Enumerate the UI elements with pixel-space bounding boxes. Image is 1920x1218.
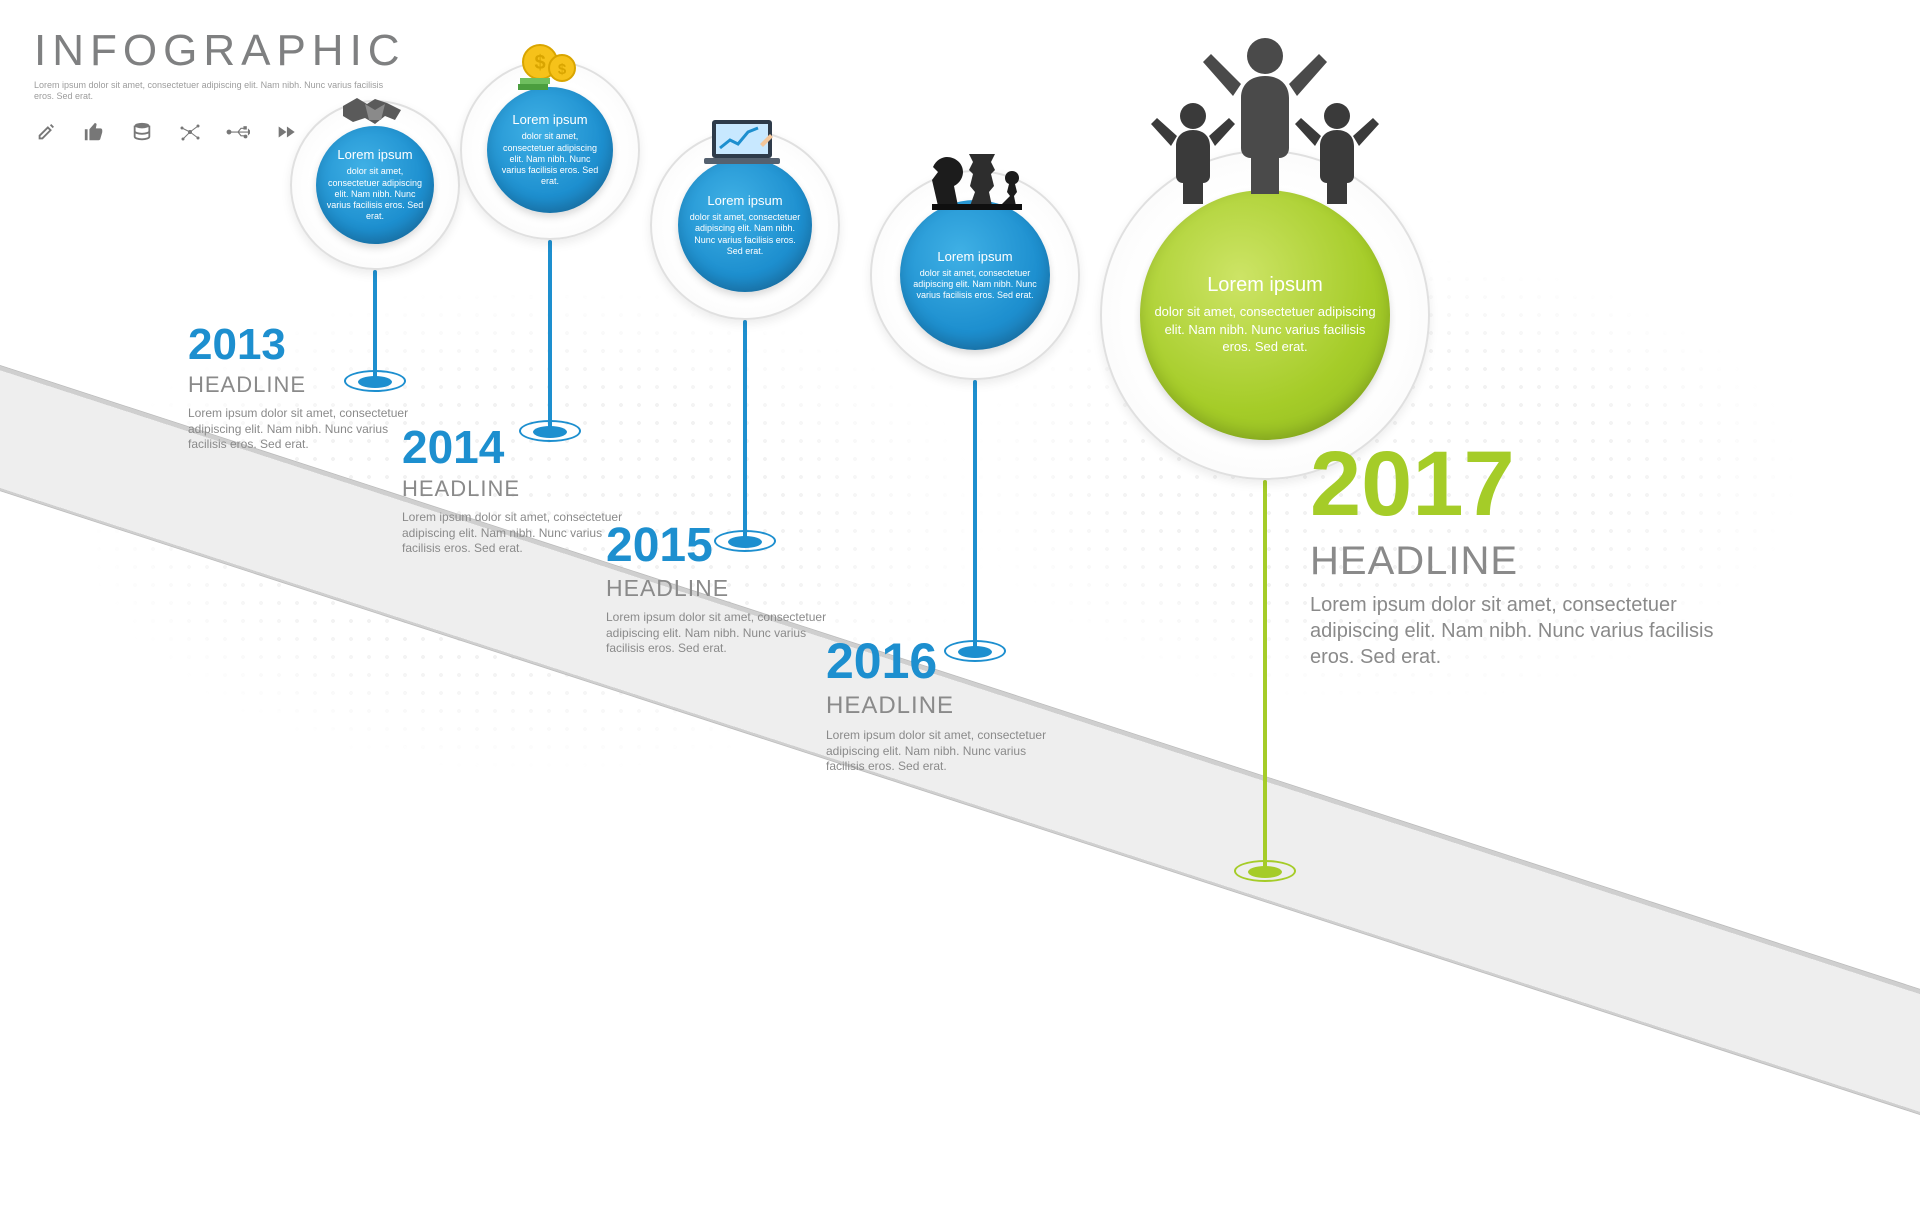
body-2017: Lorem ipsum dolor sit amet, consectetuer… — [1310, 592, 1740, 670]
milestone-2016-disc: Lorem ipsum dolor sit amet, consectetuer… — [900, 200, 1050, 350]
year-2013: 2013 — [188, 320, 418, 370]
year-2017: 2017 — [1310, 432, 1740, 537]
milestone-2014-disc-title: Lorem ipsum — [512, 112, 587, 127]
yearblock-2014: 2014 HEADLINE Lorem ipsum dolor sit amet… — [402, 420, 632, 557]
milestone-2014-disc-body: dolor sit amet, consectetuer adipiscing … — [497, 131, 603, 187]
year-2016: 2016 — [826, 632, 1056, 690]
svg-text:$: $ — [558, 61, 567, 78]
milestone-2016-stem — [973, 380, 977, 650]
milestone-2013-disc-body: dolor sit amet, consectetuer adipiscing … — [326, 166, 424, 222]
chess-icon — [920, 138, 1030, 214]
milestone-2015-disc-title: Lorem ipsum — [707, 193, 782, 208]
body-2016: Lorem ipsum dolor sit amet, consectetuer… — [826, 728, 1056, 775]
body-2013: Lorem ipsum dolor sit amet, consectetuer… — [188, 406, 418, 453]
milestone-2016-ring: Lorem ipsum dolor sit amet, consectetuer… — [870, 170, 1080, 380]
laptop-chart-icon — [700, 114, 790, 170]
page-subtitle: Lorem ipsum dolor sit amet, consectetuer… — [34, 80, 384, 102]
usb-icon — [226, 120, 250, 144]
year-2015: 2015 — [606, 518, 836, 573]
milestone-2017-stem — [1263, 480, 1267, 870]
people-cheer-icon — [1145, 34, 1385, 204]
year-2014: 2014 — [402, 420, 632, 474]
yearblock-2016: 2016 HEADLINE Lorem ipsum dolor sit amet… — [826, 632, 1056, 775]
milestone-2014: $ $ Lorem ipsum dolor sit amet, consecte… — [460, 60, 640, 438]
milestone-2016-disc-title: Lorem ipsum — [937, 249, 1012, 264]
milestone-2015-disc-body: dolor sit amet, consectetuer adipiscing … — [688, 212, 802, 257]
headline-2016: HEADLINE — [826, 692, 1056, 720]
coins-icon: $ $ — [510, 40, 590, 92]
milestone-2017-ring: Lorem ipsum dolor sit amet, consectetuer… — [1100, 150, 1430, 480]
milestone-2015-stem — [743, 320, 747, 540]
yearblock-2015: 2015 HEADLINE Lorem ipsum dolor sit amet… — [606, 518, 836, 657]
milestone-2017-disc-body: dolor sit amet, consectetuer adipiscing … — [1150, 303, 1380, 356]
milestone-2015: Lorem ipsum dolor sit amet, consectetuer… — [650, 130, 840, 548]
page-title: INFOGRAPHIC — [34, 26, 406, 76]
svg-text:$: $ — [534, 52, 545, 74]
body-2015: Lorem ipsum dolor sit amet, consectetuer… — [606, 610, 836, 657]
network-icon — [178, 120, 202, 144]
tools-icon — [34, 120, 58, 144]
milestone-2017-disc: Lorem ipsum dolor sit amet, consectetuer… — [1140, 190, 1390, 440]
milestone-2014-stem — [548, 240, 552, 430]
milestone-2014-ring: $ $ Lorem ipsum dolor sit amet, consecte… — [460, 60, 640, 240]
milestone-2015-disc: Lorem ipsum dolor sit amet, consectetuer… — [678, 158, 812, 292]
headline-2014: HEADLINE — [402, 476, 632, 502]
milestone-2016: Lorem ipsum dolor sit amet, consectetuer… — [870, 170, 1080, 658]
database-icon — [130, 120, 154, 144]
headline-2017: HEADLINE — [1310, 539, 1740, 584]
handshake-icon — [335, 86, 415, 134]
milestone-2015-ring: Lorem ipsum dolor sit amet, consectetuer… — [650, 130, 840, 320]
milestone-2017-base — [1248, 866, 1282, 878]
milestone-2013-ring: Lorem ipsum dolor sit amet, consectetuer… — [290, 100, 460, 270]
headline-2015: HEADLINE — [606, 575, 836, 602]
milestone-2013-disc: Lorem ipsum dolor sit amet, consectetuer… — [316, 126, 434, 244]
yearblock-2013: 2013 HEADLINE Lorem ipsum dolor sit amet… — [188, 320, 418, 453]
yearblock-2017: 2017 HEADLINE Lorem ipsum dolor sit amet… — [1310, 432, 1740, 670]
milestone-2017-disc-title: Lorem ipsum — [1207, 274, 1323, 297]
body-2014: Lorem ipsum dolor sit amet, consectetuer… — [402, 510, 632, 557]
thumbs-up-icon — [82, 120, 106, 144]
milestone-2016-disc-body: dolor sit amet, consectetuer adipiscing … — [910, 268, 1040, 302]
milestone-2014-disc: Lorem ipsum dolor sit amet, consectetuer… — [487, 87, 613, 213]
headline-2013: HEADLINE — [188, 372, 418, 398]
milestone-2013-disc-title: Lorem ipsum — [337, 147, 412, 162]
